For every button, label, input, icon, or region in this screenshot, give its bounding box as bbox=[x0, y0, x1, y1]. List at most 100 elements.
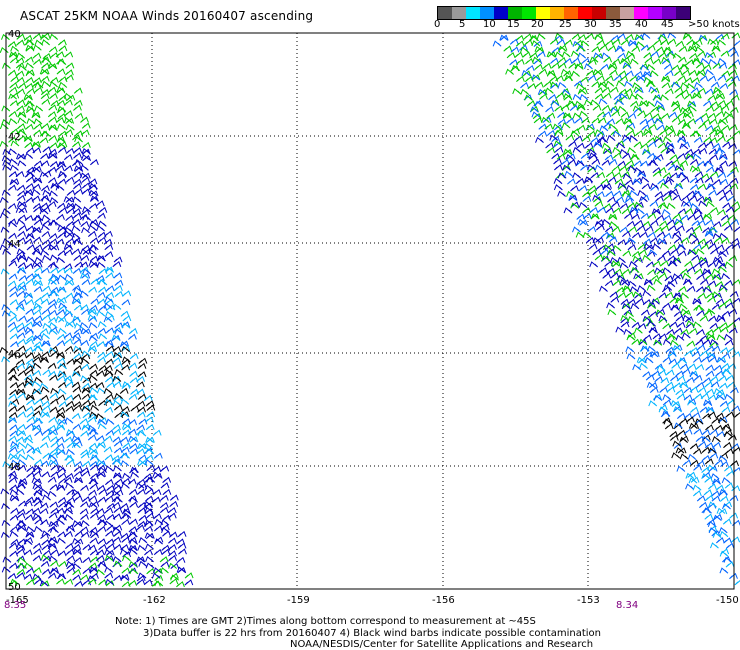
wind-barb bbox=[667, 333, 677, 340]
wind-barb bbox=[715, 394, 725, 401]
wind-barb bbox=[613, 268, 623, 275]
wind-barb bbox=[709, 452, 719, 459]
wind-barb bbox=[87, 224, 97, 231]
wind-barb bbox=[17, 267, 27, 274]
wind-barb bbox=[625, 310, 634, 318]
wind-barb bbox=[145, 447, 155, 455]
wind-barb bbox=[595, 191, 605, 198]
wind-barb bbox=[688, 232, 698, 240]
wind-barb bbox=[629, 286, 639, 293]
wind-barb bbox=[712, 478, 722, 485]
wind-barb bbox=[79, 164, 89, 171]
wind-barb bbox=[121, 356, 131, 363]
wind-barb bbox=[702, 377, 712, 384]
wind-barb bbox=[33, 483, 43, 491]
wind-barb bbox=[646, 44, 656, 51]
wind-barb bbox=[89, 369, 99, 376]
wind-barb bbox=[499, 34, 509, 41]
wind-barb bbox=[673, 442, 683, 449]
wind-barb bbox=[724, 482, 734, 489]
wind-barb bbox=[64, 345, 74, 352]
wind-barb bbox=[32, 356, 42, 363]
wind-barb bbox=[687, 100, 697, 108]
wind-barb bbox=[562, 164, 572, 171]
wind-barb bbox=[82, 567, 92, 575]
wind-barb bbox=[731, 32, 740, 39]
wind-barb bbox=[41, 400, 51, 407]
wind-barb bbox=[82, 268, 92, 275]
wind-barb bbox=[31, 195, 41, 202]
wind-barb bbox=[7, 572, 17, 580]
wind-barb bbox=[667, 129, 677, 137]
wind-barb bbox=[721, 406, 731, 413]
wind-barb bbox=[105, 291, 115, 299]
wind-barb bbox=[684, 316, 694, 323]
wind-barb bbox=[560, 68, 570, 75]
wind-barb bbox=[642, 254, 651, 261]
wind-barb bbox=[81, 176, 91, 183]
wind-barb bbox=[1, 105, 11, 112]
wind-barb bbox=[57, 202, 66, 209]
wind-barb bbox=[635, 75, 645, 82]
wind-barb bbox=[557, 111, 566, 119]
wind-barb bbox=[704, 442, 714, 449]
wind-barb bbox=[657, 142, 667, 149]
wind-barb bbox=[15, 57, 25, 64]
wind-barb bbox=[631, 321, 641, 328]
wind-barb bbox=[8, 242, 18, 249]
wind-barb bbox=[662, 250, 671, 257]
wind-barb bbox=[734, 226, 740, 232]
wind-barb bbox=[17, 82, 27, 89]
wind-barb bbox=[121, 299, 131, 306]
wind-barb bbox=[144, 519, 154, 526]
wind-barb bbox=[678, 285, 687, 293]
wind-barb bbox=[89, 220, 99, 227]
lat-label-46: 46 bbox=[8, 349, 21, 360]
wind-barb bbox=[65, 501, 75, 508]
wind-barb bbox=[694, 171, 704, 178]
wind-barb bbox=[723, 441, 732, 449]
wind-barb bbox=[682, 309, 692, 316]
wind-barb bbox=[17, 556, 27, 564]
wind-barb bbox=[128, 579, 138, 587]
wind-barb bbox=[39, 502, 49, 509]
wind-barb bbox=[694, 418, 704, 425]
wind-barb bbox=[553, 124, 563, 131]
wind-barb bbox=[122, 418, 131, 425]
wind-barb bbox=[613, 93, 623, 101]
wind-barb bbox=[715, 244, 725, 251]
wind-barb bbox=[25, 567, 35, 574]
wind-barb bbox=[527, 83, 537, 90]
wind-barb bbox=[57, 231, 67, 239]
wind-barb bbox=[112, 482, 122, 489]
wind-barb bbox=[684, 148, 694, 155]
wind-barb bbox=[154, 580, 164, 587]
wind-barb bbox=[80, 449, 89, 456]
wind-barb bbox=[700, 392, 710, 399]
wind-barb bbox=[576, 83, 586, 90]
wind-barb bbox=[136, 375, 146, 383]
wind-barb bbox=[7, 321, 17, 328]
wind-barb bbox=[34, 297, 44, 304]
wind-barb bbox=[714, 459, 724, 466]
wind-barb bbox=[34, 398, 44, 405]
wind-barb bbox=[137, 393, 147, 400]
wind-barb bbox=[89, 526, 98, 533]
wind-barb bbox=[709, 429, 719, 436]
wind-barb bbox=[682, 272, 692, 279]
wind-barb bbox=[578, 201, 588, 209]
wind-barb bbox=[587, 74, 597, 81]
wind-barb bbox=[642, 148, 651, 155]
wind-barb bbox=[709, 322, 719, 329]
wind-barb bbox=[122, 442, 132, 449]
wind-barb bbox=[56, 352, 66, 359]
note-line-3: NOAA/NESDIS/Center for Satellite Applica… bbox=[290, 639, 594, 650]
wind-barb bbox=[705, 364, 715, 371]
wind-barb bbox=[652, 155, 662, 162]
wind-barb bbox=[643, 111, 653, 119]
wind-barb bbox=[577, 218, 587, 226]
wind-barb bbox=[64, 530, 73, 538]
wind-barb bbox=[113, 574, 122, 582]
wind-barb bbox=[691, 219, 701, 227]
wind-barb bbox=[726, 470, 735, 477]
